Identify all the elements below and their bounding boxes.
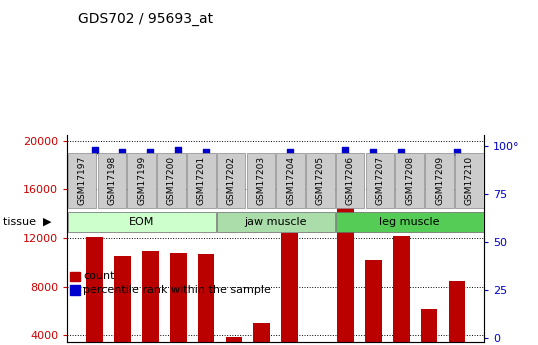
Text: GSM17207: GSM17207	[376, 156, 385, 205]
Text: GSM17208: GSM17208	[405, 156, 414, 205]
FancyBboxPatch shape	[217, 153, 245, 208]
FancyBboxPatch shape	[425, 153, 454, 208]
Bar	[253, 323, 270, 345]
Text: GSM17199: GSM17199	[137, 156, 146, 205]
Text: GSM17201: GSM17201	[197, 156, 206, 205]
Text: leg muscle: leg muscle	[379, 217, 440, 227]
Bar	[225, 337, 242, 345]
Text: GSM17197: GSM17197	[77, 156, 87, 205]
Text: GDS702 / 95693_at: GDS702 / 95693_at	[78, 12, 213, 26]
Text: percentile rank within the sample: percentile rank within the sample	[83, 285, 271, 295]
Point	[146, 149, 154, 155]
Bar	[449, 281, 465, 345]
Bar	[421, 309, 437, 345]
Text: GSM17210: GSM17210	[465, 156, 474, 205]
Point	[341, 147, 350, 152]
FancyBboxPatch shape	[128, 153, 156, 208]
FancyBboxPatch shape	[246, 153, 275, 208]
Text: tissue  ▶: tissue ▶	[3, 217, 51, 226]
Point	[230, 162, 238, 168]
Text: GSM17202: GSM17202	[226, 156, 236, 205]
FancyBboxPatch shape	[97, 153, 126, 208]
FancyBboxPatch shape	[336, 153, 364, 208]
Text: jaw muscle: jaw muscle	[244, 217, 307, 227]
Text: GSM17204: GSM17204	[286, 156, 295, 205]
Bar	[337, 167, 354, 345]
Text: GSM17203: GSM17203	[256, 156, 265, 205]
Text: EOM: EOM	[129, 217, 154, 227]
Point	[258, 159, 266, 164]
Text: GSM17209: GSM17209	[435, 156, 444, 205]
FancyBboxPatch shape	[68, 153, 96, 208]
FancyBboxPatch shape	[336, 211, 484, 232]
Point	[285, 149, 294, 155]
Text: count: count	[83, 272, 115, 281]
FancyBboxPatch shape	[187, 153, 216, 208]
Bar	[86, 237, 103, 345]
FancyBboxPatch shape	[157, 153, 186, 208]
Point	[397, 149, 406, 155]
Bar	[197, 254, 215, 345]
Point	[452, 149, 461, 155]
Bar	[393, 236, 409, 345]
Point	[313, 160, 322, 166]
Text: GSM17198: GSM17198	[108, 156, 116, 205]
Point	[424, 155, 433, 160]
Bar	[309, 342, 326, 345]
Text: GSM17200: GSM17200	[167, 156, 176, 205]
Point	[202, 149, 210, 155]
FancyBboxPatch shape	[68, 211, 216, 232]
Bar	[114, 256, 131, 345]
Point	[174, 147, 182, 152]
Bar	[365, 260, 381, 345]
FancyBboxPatch shape	[455, 153, 484, 208]
FancyBboxPatch shape	[277, 153, 305, 208]
Bar	[170, 253, 187, 345]
FancyBboxPatch shape	[306, 153, 335, 208]
Bar	[142, 252, 159, 345]
Point	[90, 147, 99, 152]
FancyBboxPatch shape	[395, 153, 424, 208]
Text: GSM17206: GSM17206	[346, 156, 355, 205]
Bar	[281, 233, 298, 345]
Point	[118, 149, 127, 155]
Point	[369, 149, 378, 155]
FancyBboxPatch shape	[217, 211, 335, 232]
FancyBboxPatch shape	[366, 153, 394, 208]
Text: GSM17205: GSM17205	[316, 156, 325, 205]
